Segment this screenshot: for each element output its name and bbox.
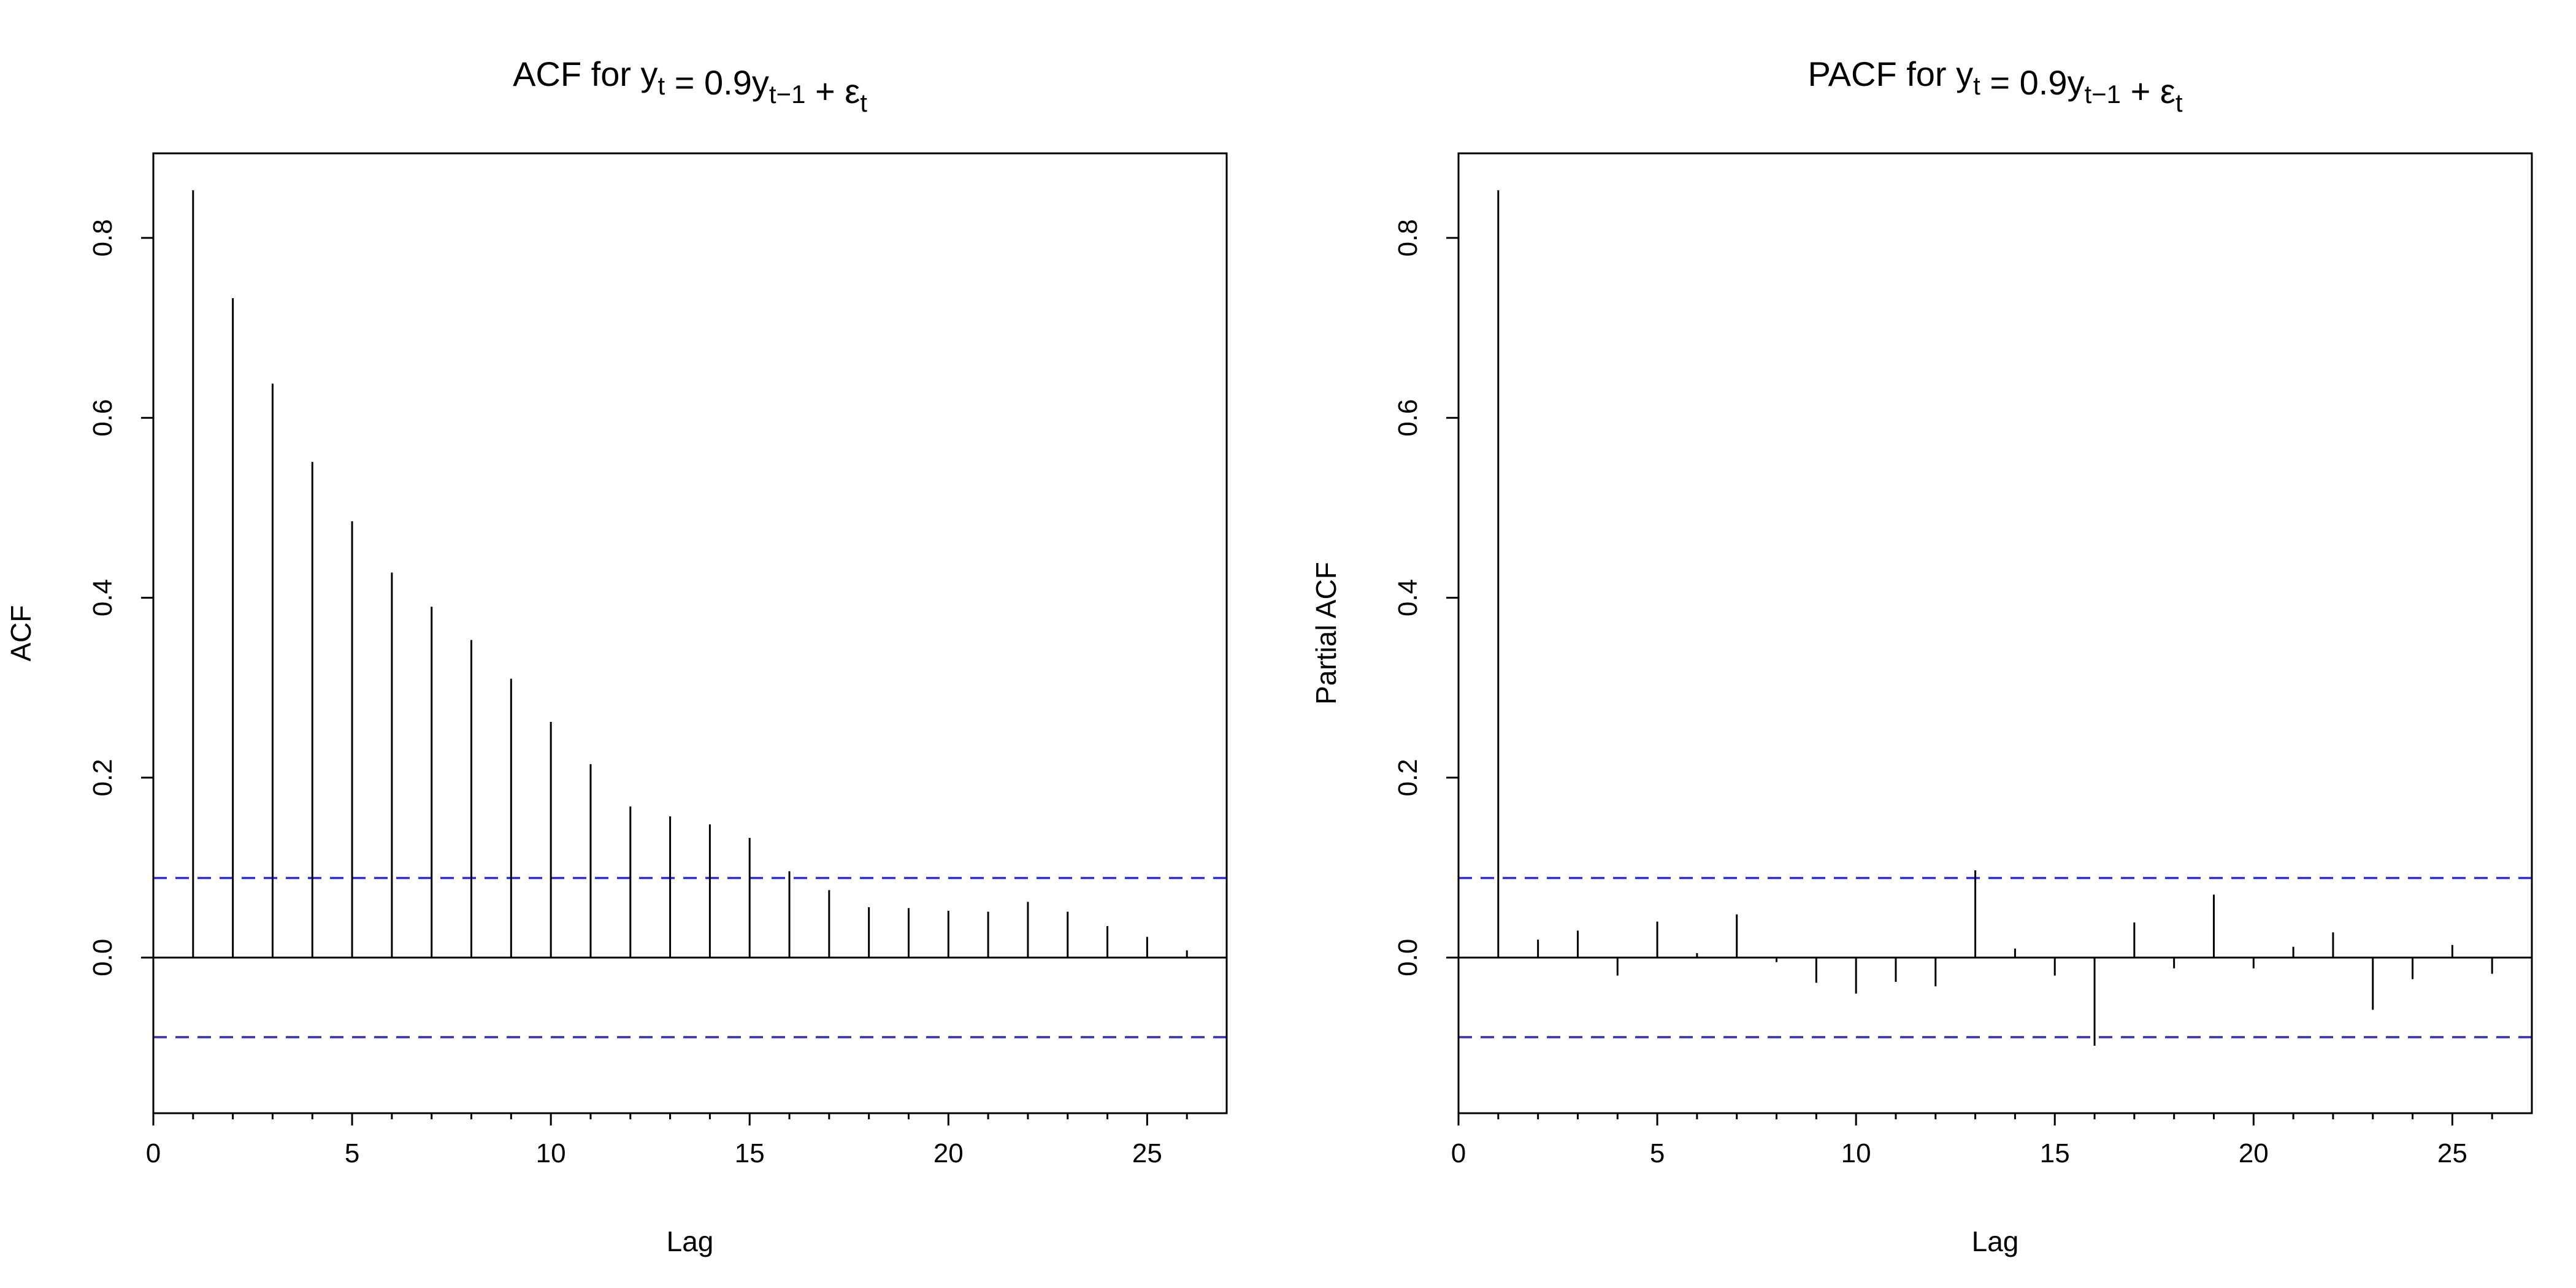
acf-y-tick-label: 0.0 (88, 939, 118, 976)
pacf-plot-frame (1457, 152, 2533, 1114)
acf-y-tick-label: 0.4 (88, 579, 118, 616)
acf-x-tick-label: 25 (1132, 1138, 1162, 1168)
pacf-y-tick-label: 0.8 (1393, 219, 1423, 256)
acf-y-tick-label: 0.2 (88, 759, 118, 796)
acf-x-tick-label: 20 (933, 1138, 964, 1168)
acf-title-prefix: ACF for (513, 55, 640, 93)
pacf-title-formula-part: + ε (2121, 72, 2175, 110)
pacf-x-tick-label: 10 (1841, 1138, 1871, 1168)
acf-panel: ACF for yt = 0.9yt−1 + εt0 5 10 15 20 250.00.… (5, 55, 1228, 1257)
pacf-y-axis-label: Partial ACF (1310, 562, 1342, 705)
acf-x-tick-label: 0 (146, 1138, 161, 1168)
pacf-x-tick-label: 25 (2437, 1138, 2467, 1168)
pacf-title-formula-subscript: t (1973, 71, 1980, 100)
acf-y-tick-label: 0.8 (88, 219, 118, 256)
pacf-title-prefix: PACF for (1807, 55, 1956, 93)
pacf-title-formula-subscript: t−1 (2084, 80, 2121, 109)
acf-plot-frame (152, 152, 1228, 1114)
pacf-x-tick-label: 0 (1451, 1138, 1466, 1168)
acf-title-formula-subscript: t−1 (769, 80, 806, 109)
acf-y-tick-label: 0.6 (88, 399, 118, 437)
pacf-x-axis-label: Lag (1972, 1225, 2019, 1257)
acf-x-tick-label: 15 (735, 1138, 765, 1168)
acf-title-formula-subscript: t (658, 71, 665, 100)
acf-title-formula-part: + ε (805, 72, 860, 110)
acf-chart-title: ACF for yt = 0.9yt−1 + εt (513, 55, 867, 117)
pacf-x-tick-label: 15 (2040, 1138, 2070, 1168)
pacf-title-formula-subscript: t (2175, 88, 2183, 117)
acf-title-formula-part: = 0.9y (665, 63, 769, 102)
acf-x-axis-label: Lag (667, 1225, 714, 1257)
pacf-y-tick-label: 0.2 (1393, 759, 1423, 796)
acf-title-formula-subscript: t (860, 88, 867, 117)
pacf-y-tick-label: 0.6 (1393, 399, 1423, 437)
pacf-title-formula-part: y (1956, 55, 1973, 93)
acf-title-formula-part: y (641, 55, 658, 93)
acf-y-axis-label: ACF (5, 605, 37, 662)
pacf-y-tick-label: 0.4 (1393, 579, 1423, 616)
pacf-y-tick-label: 0.0 (1393, 939, 1423, 976)
acf-x-tick-label: 5 (345, 1138, 359, 1168)
pacf-x-tick-label: 5 (1650, 1138, 1665, 1168)
acf-x-tick-label: 10 (536, 1138, 566, 1168)
pacf-chart-title: PACF for yt = 0.9yt−1 + εt (1807, 55, 2182, 117)
pacf-title-formula-part: = 0.9y (1980, 63, 2085, 102)
pacf-x-tick-label: 20 (2239, 1138, 2269, 1168)
pacf-panel: PACF for yt = 0.9yt−1 + εt0 5 10 15 20 250.00… (1310, 55, 2533, 1257)
